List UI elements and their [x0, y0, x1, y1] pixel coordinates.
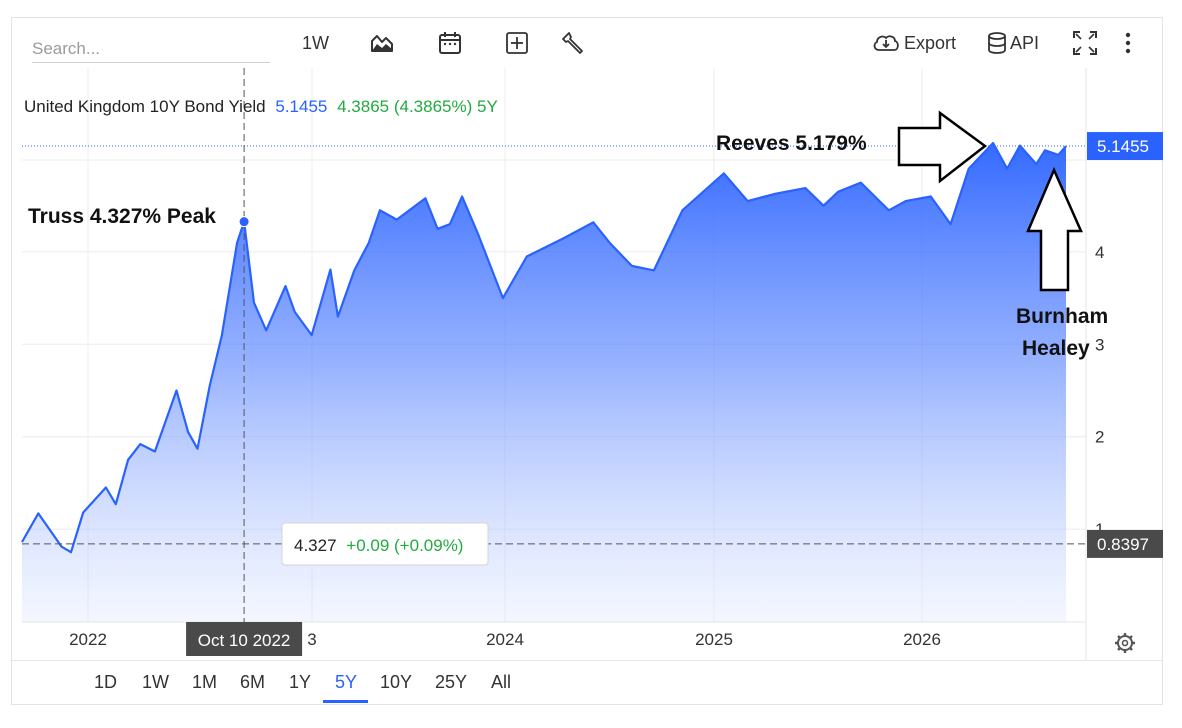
export-label: Export [904, 32, 957, 53]
interval-label: 1W [302, 32, 329, 53]
range-1w[interactable]: 1W [142, 672, 169, 692]
y-tick-label: 4 [1095, 243, 1104, 262]
svg-text:5.1455: 5.1455 [1097, 137, 1149, 156]
gear-icon [1117, 635, 1133, 651]
database-icon [988, 32, 1006, 54]
chart-widget [11, 17, 1163, 705]
fullscreen-button[interactable] [1072, 28, 1098, 58]
bottom-separator [12, 660, 1162, 661]
arrow-right-icon [897, 110, 988, 184]
range-all[interactable]: All [491, 672, 512, 692]
search-input[interactable] [32, 36, 270, 63]
crosshair-date-label: Oct 10 2022 [186, 622, 303, 656]
toolbar: 1W Export [12, 18, 1162, 66]
more-button[interactable] [1124, 28, 1132, 58]
x-tick-label: 2022 [69, 630, 107, 649]
range-1d[interactable]: 1D [94, 672, 118, 692]
range-5y[interactable]: 5Y [335, 672, 358, 692]
x-tick-label: 3 [307, 630, 316, 649]
crosshair-point [238, 216, 250, 228]
range-6m[interactable]: 6M [240, 672, 266, 692]
add-indicator-button[interactable] [505, 28, 529, 58]
api-label: API [1010, 32, 1040, 53]
interval-button[interactable]: 1W [302, 28, 329, 58]
svg-text:Oct 10 2022: Oct 10 2022 [198, 631, 291, 650]
svg-text:4.327 +0.09 (+0.09%): 4.327 +0.09 (+0.09%) [294, 536, 463, 555]
annotation-burnham: Burnham [1016, 305, 1108, 328]
wrench-icon [562, 32, 583, 54]
legend-last: 5.1455 [275, 97, 327, 116]
last-price-label: 5.1455 [1087, 132, 1163, 161]
chart-type-button[interactable] [369, 28, 395, 58]
crosshair-tooltip: 4.327 +0.09 (+0.09%) [281, 522, 489, 566]
legend-change: 4.3865 (4.3865%) 5Y [337, 97, 498, 116]
x-tick-label: 2024 [486, 630, 524, 649]
chart-type-icon [371, 35, 393, 52]
range-active-indicator [323, 700, 368, 703]
tooltip-change: +0.09 (+0.09%) [346, 536, 463, 555]
y-tick-label: 3 [1095, 335, 1104, 354]
calendar-button[interactable] [438, 28, 462, 58]
chart-canvas[interactable]: 1 2 3 4 2022 3 2024 2025 2026 United Kingdom 10Y… [0, 0, 1182, 660]
tooltip-value: 4.327 [294, 536, 337, 555]
range-1m[interactable]: 1M [192, 672, 218, 692]
crosshair-price-label: 0.8397 [1087, 529, 1163, 558]
series-line [21, 141, 1067, 554]
legend-symbol: United Kingdom 10Y Bond Yield [24, 97, 266, 116]
legend: United Kingdom 10Y Bond Yield 5.1455 4.3… [24, 97, 498, 116]
range-1y[interactable]: 1Y [289, 672, 312, 692]
calendar-icon [439, 32, 461, 54]
series-area [22, 143, 1066, 622]
settings-tool-button[interactable] [562, 28, 586, 58]
chart-settings-button[interactable] [1115, 633, 1135, 653]
arrow-up-icon [1026, 166, 1083, 292]
y-tick-label: 2 [1095, 428, 1104, 447]
more-icon [1125, 32, 1131, 54]
export-button[interactable]: Export [872, 28, 956, 58]
x-tick-label: 2025 [695, 630, 733, 649]
y-tick-label: 1 [1095, 520, 1104, 539]
x-tick-label: 2026 [903, 630, 941, 649]
annotation-truss: Truss 4.327% Peak [28, 205, 216, 228]
range-10y[interactable]: 10Y [380, 672, 413, 692]
svg-text:0.8397: 0.8397 [1097, 535, 1149, 554]
range-25y[interactable]: 25Y [435, 672, 468, 692]
cloud-download-icon [873, 35, 899, 51]
add-indicator-icon [506, 32, 528, 54]
api-button[interactable]: API [987, 28, 1039, 58]
annotation-reeves: Reeves 5.179% [716, 132, 867, 155]
annotation-healey: Healey [1022, 337, 1090, 360]
fullscreen-icon [1073, 31, 1097, 55]
